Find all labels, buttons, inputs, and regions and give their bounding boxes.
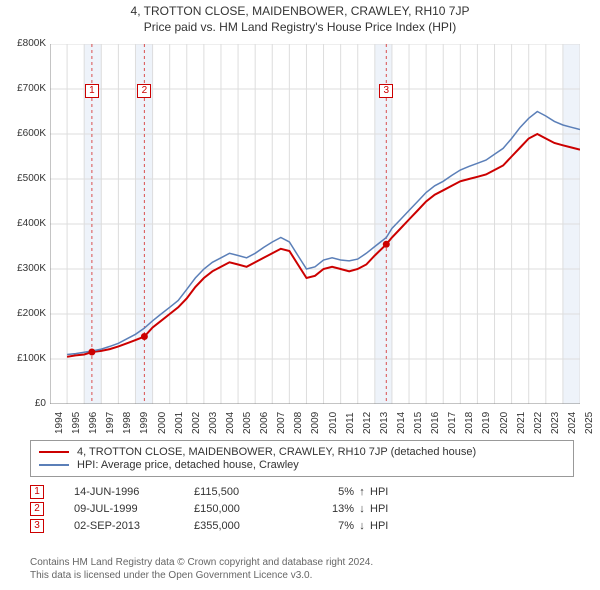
x-tick-label: 2025 <box>584 412 595 434</box>
x-tick-label: 2024 <box>567 412 578 434</box>
legend: 4, TROTTON CLOSE, MAIDENBOWER, CRAWLEY, … <box>30 440 574 477</box>
x-tick-label: 2012 <box>362 412 373 434</box>
legend-item: HPI: Average price, detached house, Craw… <box>39 459 565 471</box>
y-tick-label: £800K <box>2 38 46 49</box>
transaction-price: £150,000 <box>194 503 304 515</box>
x-tick-label: 1995 <box>71 412 82 434</box>
x-tick-label: 2001 <box>174 412 185 434</box>
x-tick-label: 2016 <box>430 412 441 434</box>
transaction-hpi-label: HPI <box>370 486 400 498</box>
x-tick-label: 1996 <box>88 412 99 434</box>
transaction-row-marker: 1 <box>30 485 44 499</box>
legend-swatch <box>39 464 69 466</box>
transaction-row-marker: 2 <box>30 502 44 516</box>
title-subtitle: Price paid vs. HM Land Registry's House … <box>0 20 600 34</box>
transaction-arrow-icon: ↓ <box>354 520 370 532</box>
x-tick-label: 2010 <box>328 412 339 434</box>
transaction-row: 3 02-SEP-2013£355,0007%↓HPI <box>30 519 574 533</box>
x-tick-label: 2015 <box>413 412 424 434</box>
transaction-date: 02-SEP-2013 <box>74 520 194 532</box>
transaction-hpi-label: HPI <box>370 520 400 532</box>
x-tick-label: 1999 <box>139 412 150 434</box>
transaction-arrow-icon: ↑ <box>354 486 370 498</box>
x-tick-label: 2004 <box>225 412 236 434</box>
title-address: 4, TROTTON CLOSE, MAIDENBOWER, CRAWLEY, … <box>0 4 600 18</box>
x-tick-label: 2011 <box>345 412 356 434</box>
transaction-date: 09-JUL-1999 <box>74 503 194 515</box>
x-tick-label: 2022 <box>533 412 544 434</box>
x-tick-label: 2000 <box>157 412 168 434</box>
y-tick-label: £0 <box>2 398 46 409</box>
x-tick-label: 2003 <box>208 412 219 434</box>
y-tick-label: £400K <box>2 218 46 229</box>
legend-label: HPI: Average price, detached house, Craw… <box>77 459 299 471</box>
x-tick-label: 2021 <box>516 412 527 434</box>
transaction-date: 14-JUN-1996 <box>74 486 194 498</box>
x-tick-label: 2002 <box>191 412 202 434</box>
y-tick-label: £500K <box>2 173 46 184</box>
transaction-marker: 2 <box>137 84 151 98</box>
legend-item: 4, TROTTON CLOSE, MAIDENBOWER, CRAWLEY, … <box>39 446 565 458</box>
chart-plot-area <box>50 44 580 404</box>
x-tick-label: 2007 <box>276 412 287 434</box>
chart-container: 4, TROTTON CLOSE, MAIDENBOWER, CRAWLEY, … <box>0 0 600 590</box>
x-tick-label: 2020 <box>499 412 510 434</box>
x-tick-label: 2014 <box>396 412 407 434</box>
footer-line-1: Contains HM Land Registry data © Crown c… <box>30 556 574 569</box>
transaction-row: 1 14-JUN-1996£115,5005%↑HPI <box>30 485 574 499</box>
x-tick-label: 2013 <box>379 412 390 434</box>
y-tick-label: £600K <box>2 128 46 139</box>
x-tick-label: 1997 <box>105 412 116 434</box>
transaction-arrow-icon: ↓ <box>354 503 370 515</box>
legend-label: 4, TROTTON CLOSE, MAIDENBOWER, CRAWLEY, … <box>77 446 476 458</box>
x-tick-label: 2006 <box>259 412 270 434</box>
transaction-pct: 13% <box>304 503 354 515</box>
transaction-marker: 3 <box>379 84 393 98</box>
y-tick-label: £200K <box>2 308 46 319</box>
transaction-pct: 5% <box>304 486 354 498</box>
x-tick-label: 1994 <box>54 412 65 434</box>
transaction-price: £115,500 <box>194 486 304 498</box>
transaction-hpi-label: HPI <box>370 503 400 515</box>
x-tick-label: 2018 <box>464 412 475 434</box>
y-tick-label: £300K <box>2 263 46 274</box>
legend-swatch <box>39 451 69 453</box>
footer-attribution: Contains HM Land Registry data © Crown c… <box>30 556 574 582</box>
transaction-price: £355,000 <box>194 520 304 532</box>
x-tick-label: 2019 <box>481 412 492 434</box>
x-tick-label: 2009 <box>310 412 321 434</box>
y-tick-label: £100K <box>2 353 46 364</box>
transaction-pct: 7% <box>304 520 354 532</box>
titles: 4, TROTTON CLOSE, MAIDENBOWER, CRAWLEY, … <box>0 0 600 34</box>
x-tick-label: 2017 <box>447 412 458 434</box>
transaction-marker: 1 <box>85 84 99 98</box>
x-tick-label: 2023 <box>550 412 561 434</box>
x-tick-label: 2005 <box>242 412 253 434</box>
y-tick-label: £700K <box>2 83 46 94</box>
transactions-table: 114-JUN-1996£115,5005%↑HPI209-JUL-1999£1… <box>30 482 574 536</box>
chart-svg <box>50 44 580 404</box>
x-tick-label: 2008 <box>293 412 304 434</box>
footer-line-2: This data is licensed under the Open Gov… <box>30 569 574 582</box>
transaction-row-marker: 3 <box>30 519 44 533</box>
transaction-row: 2 09-JUL-1999£150,00013%↓HPI <box>30 502 574 516</box>
x-tick-label: 1998 <box>122 412 133 434</box>
